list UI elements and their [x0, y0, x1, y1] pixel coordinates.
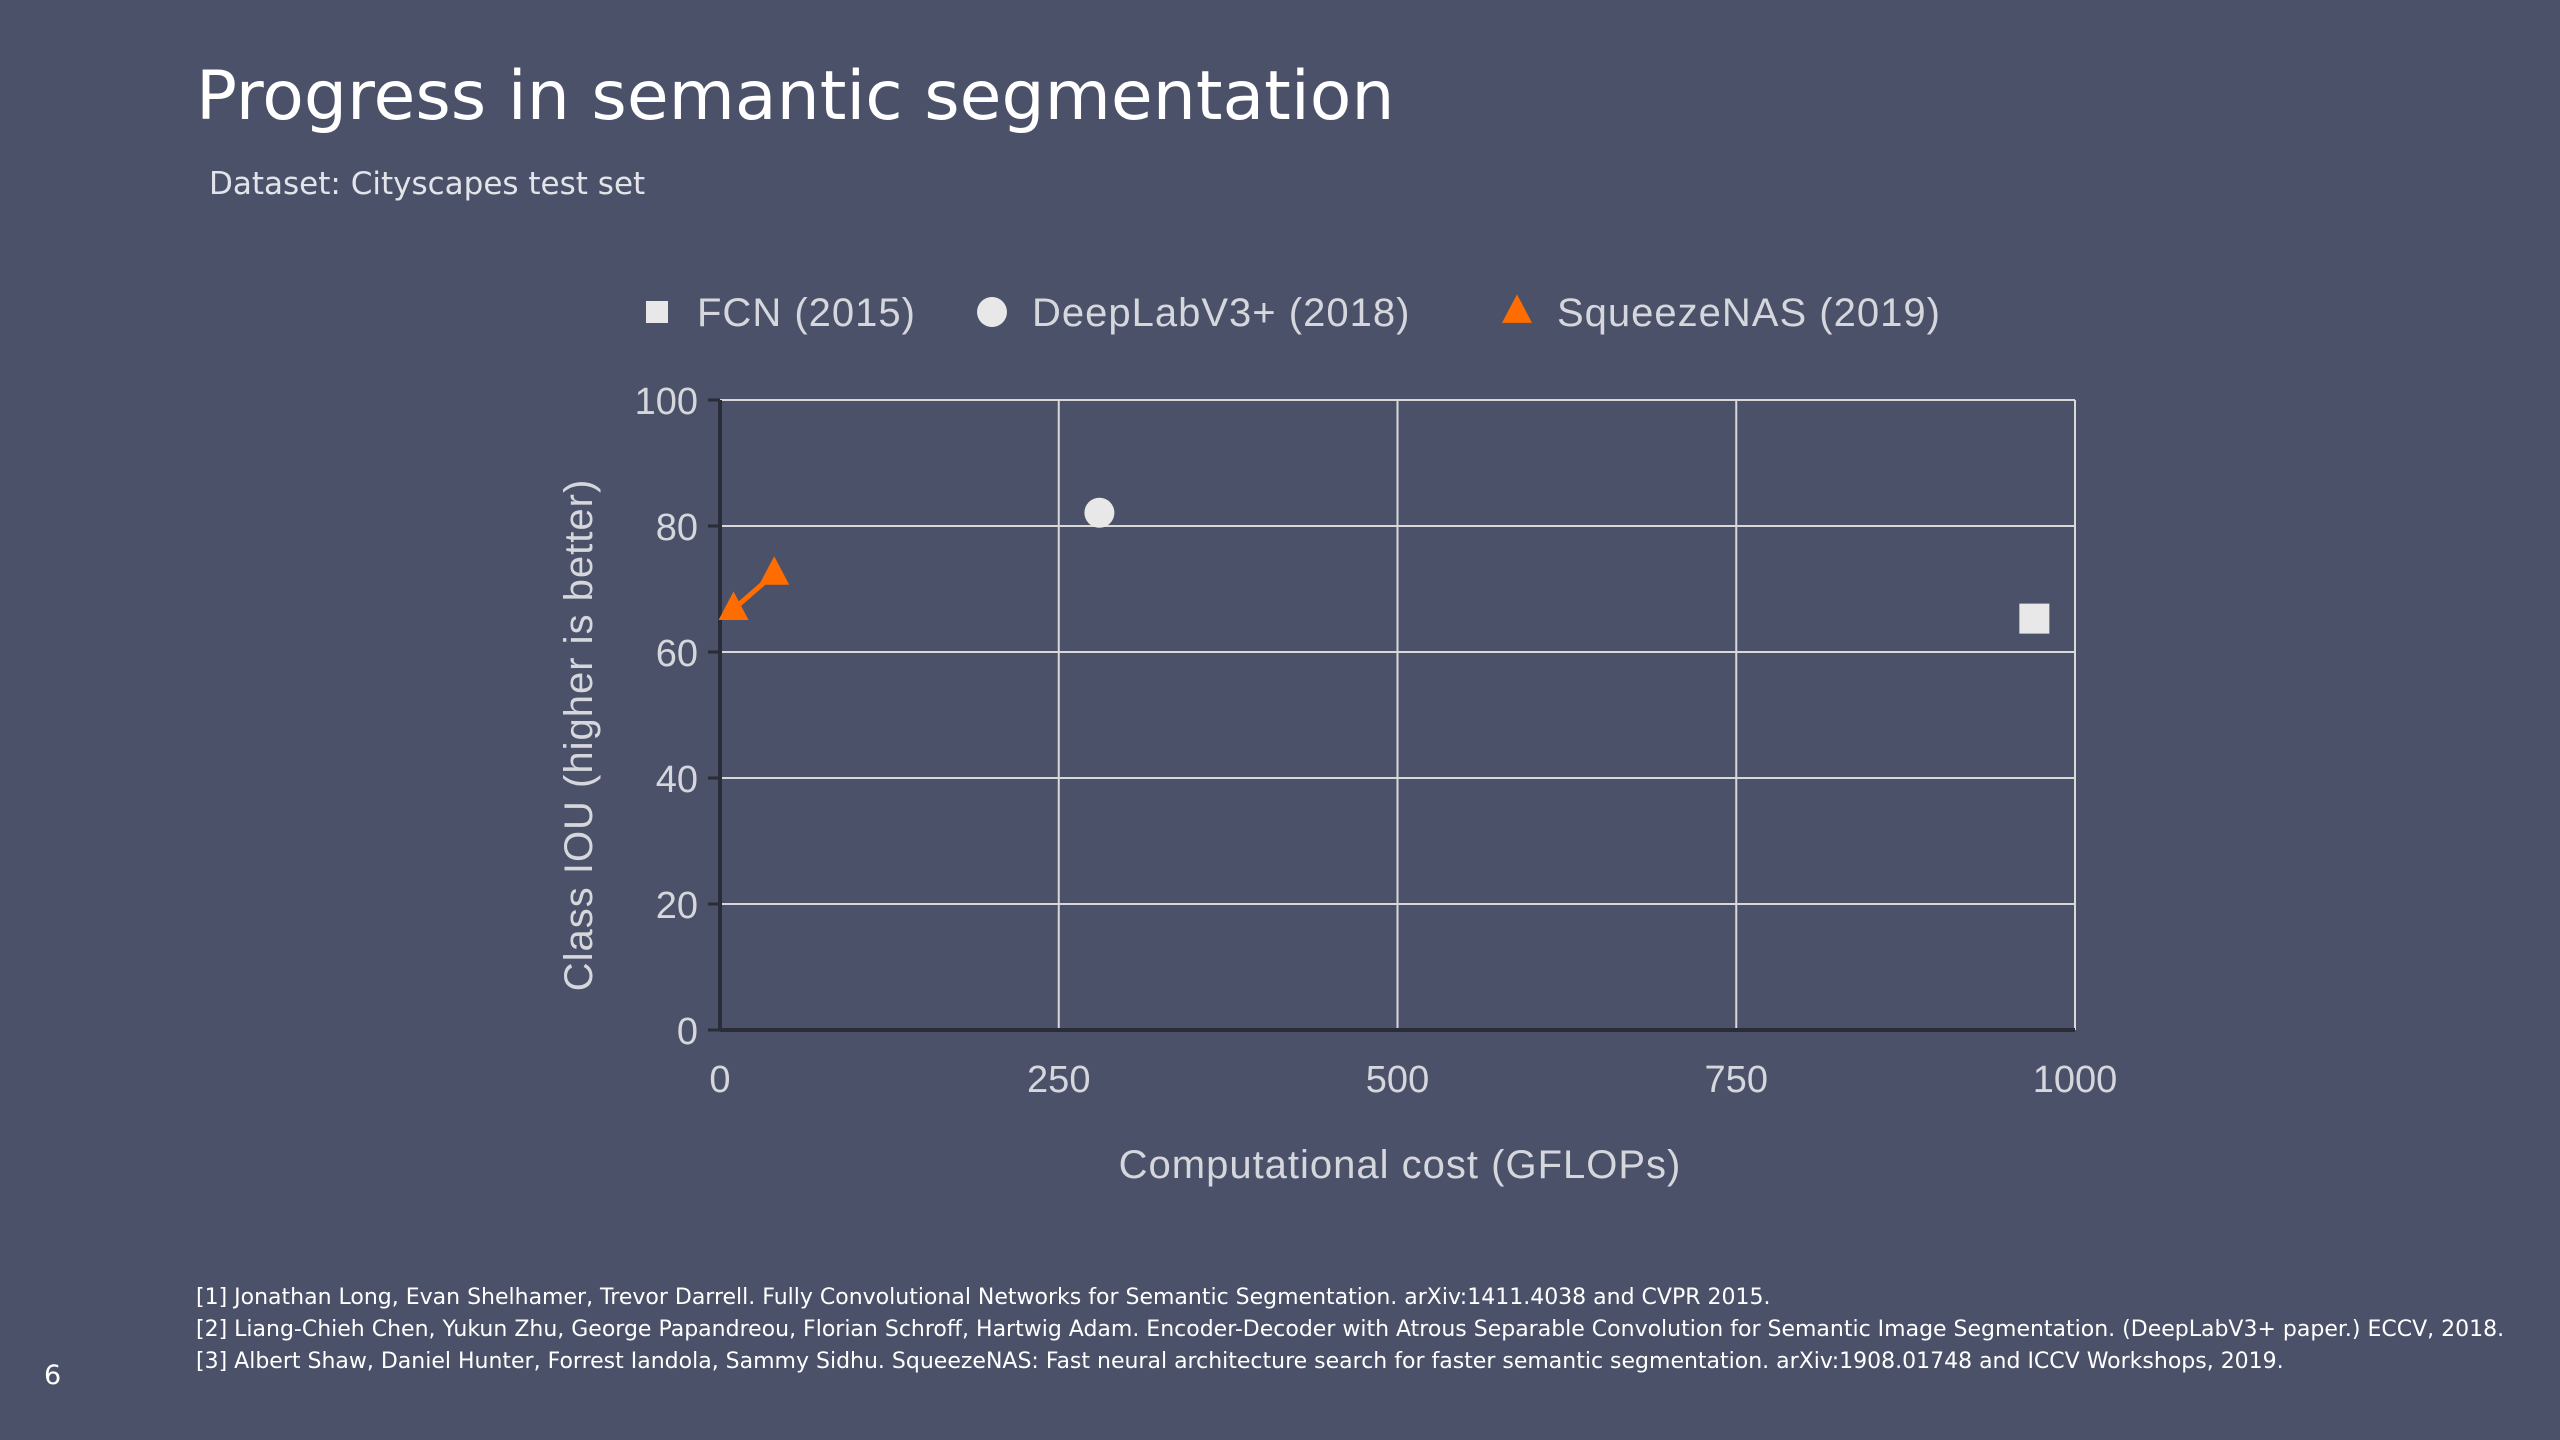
- y-tick-label: 0: [677, 1011, 698, 1053]
- squeezenas-2019-point: [759, 556, 790, 585]
- chart-grid: [720, 399, 2076, 1030]
- y-tick-label: 100: [635, 381, 698, 423]
- legend-marker-squeezenas-2019: [1502, 294, 1532, 323]
- reference-2: [2] Liang-Chieh Chen, Yukun Zhu, George …: [196, 1317, 2505, 1342]
- chart-series: [718, 497, 2050, 634]
- page-number: 6: [44, 1360, 62, 1391]
- squeezenas-2019-point: [718, 591, 749, 620]
- legend-marker-fcn-2015: [646, 301, 668, 323]
- legend-label-deeplabv3-2018: DeepLabV3+ (2018): [1032, 291, 1410, 335]
- x-tick-label: 0: [709, 1059, 730, 1101]
- reference-3: [3] Albert Shaw, Daniel Hunter, Forrest …: [196, 1349, 2284, 1374]
- legend-label-squeezenas-2019: SqueezeNAS (2019): [1557, 291, 1941, 335]
- y-tick-label: 40: [656, 759, 698, 801]
- x-axis-label: Computational cost (GFLOPs): [1119, 1143, 1682, 1187]
- deeplabv3-2018-point: [1084, 497, 1115, 528]
- x-tick-label: 500: [1366, 1059, 1429, 1101]
- slide-title: Progress in semantic segmentation: [196, 57, 1395, 136]
- references: [1] Jonathan Long, Evan Shelhamer, Trevo…: [196, 1282, 2504, 1378]
- y-tick-label: 60: [656, 633, 698, 675]
- x-tick-label: 750: [1705, 1059, 1768, 1101]
- y-tick-label: 20: [656, 885, 698, 927]
- x-tick-label: 1000: [2033, 1059, 2118, 1101]
- x-tick-label: 250: [1027, 1059, 1090, 1101]
- chart-legend: FCN (2015) DeepLabV3+ (2018) SqueezeNAS (2…: [646, 291, 1941, 335]
- y-axis-label: Class IOU (higher is better): [557, 479, 601, 992]
- fcn-2015-point: [2019, 603, 2050, 634]
- reference-1: [1] Jonathan Long, Evan Shelhamer, Trevo…: [196, 1285, 1771, 1310]
- legend-marker-deeplabv3-2018: [977, 297, 1007, 327]
- legend-label-fcn-2015: FCN (2015): [697, 291, 916, 335]
- y-tick-label: 80: [656, 507, 698, 549]
- slide-subtitle: Dataset: Cityscapes test set: [209, 166, 646, 202]
